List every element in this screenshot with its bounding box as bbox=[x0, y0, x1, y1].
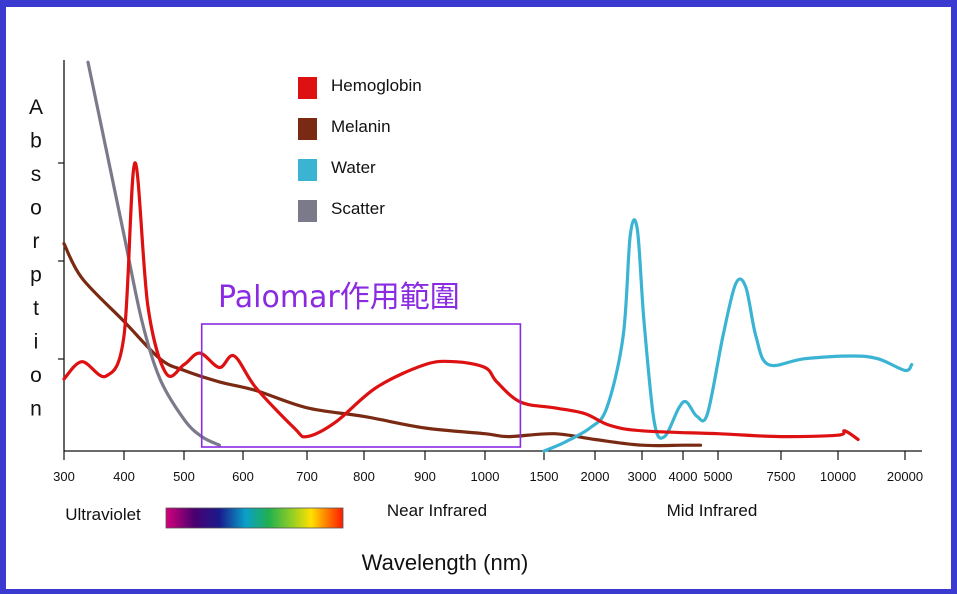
x-tick-label-800: 800 bbox=[353, 469, 375, 484]
axis-labels: Wavelength (nm) A b s o r p t i o n bbox=[29, 96, 528, 575]
x-tick-label-500: 500 bbox=[173, 469, 195, 484]
series-line-water bbox=[542, 218, 914, 453]
legend-swatch-melanin bbox=[298, 118, 317, 140]
x-tick-label-400: 400 bbox=[113, 469, 135, 484]
palomar-range-label: Palomar作用範圍 bbox=[218, 280, 460, 315]
legend-label-hemoglobin: Hemoglobin bbox=[331, 76, 422, 95]
band-label-ultraviolet: Ultraviolet bbox=[65, 505, 141, 524]
legend-swatch-hemoglobin bbox=[298, 77, 317, 99]
legend-label-scatter: Scatter bbox=[331, 199, 385, 218]
spectral-bands: Ultraviolet Near Infrared Mid Infrared bbox=[65, 501, 758, 529]
band-label-mid-infrared: Mid Infrared bbox=[667, 501, 758, 520]
palomar-range-box bbox=[200, 323, 522, 448]
x-tick-label-10000: 10000 bbox=[820, 469, 856, 484]
legend-label-melanin: Melanin bbox=[331, 117, 391, 136]
x-tick-label-1500: 1500 bbox=[530, 469, 559, 484]
x-ticks: 300 400 500 600 700 800 900 1000 1500 2000 3000 400… bbox=[53, 451, 923, 484]
x-tick-label-4000: 4000 bbox=[669, 469, 698, 484]
legend: Hemoglobin Melanin Water Scatter bbox=[298, 76, 422, 222]
chart-axes bbox=[63, 60, 922, 452]
visible-spectrum-bar bbox=[165, 507, 344, 529]
x-tick-label-5000: 5000 bbox=[704, 469, 733, 484]
palomar-annotation: Palomar作用範圍 bbox=[200, 280, 522, 448]
series-line-hemoglobin bbox=[62, 161, 860, 442]
x-tick-label-600: 600 bbox=[232, 469, 254, 484]
absorption-chart: 300 400 500 600 700 800 900 1000 1500 2000 3000 400… bbox=[29, 60, 923, 575]
x-tick-label-1000: 1000 bbox=[471, 469, 500, 484]
x-tick-label-300: 300 bbox=[53, 469, 75, 484]
band-label-near-infrared: Near Infrared bbox=[387, 501, 487, 520]
legend-swatch-scatter bbox=[298, 200, 317, 222]
x-tick-label-900: 900 bbox=[414, 469, 436, 484]
x-tick-label-2000: 2000 bbox=[581, 469, 610, 484]
x-tick-label-20000: 20000 bbox=[887, 469, 923, 484]
x-tick-label-7500: 7500 bbox=[767, 469, 796, 484]
legend-label-water: Water bbox=[331, 158, 376, 177]
series-line-scatter bbox=[86, 60, 221, 447]
x-tick-label-3000: 3000 bbox=[628, 469, 657, 484]
x-tick-label-700: 700 bbox=[296, 469, 318, 484]
x-axis-title: Wavelength (nm) bbox=[362, 550, 529, 575]
legend-swatch-water bbox=[298, 159, 317, 181]
series-lines bbox=[62, 60, 914, 453]
y-ticks bbox=[58, 162, 64, 360]
